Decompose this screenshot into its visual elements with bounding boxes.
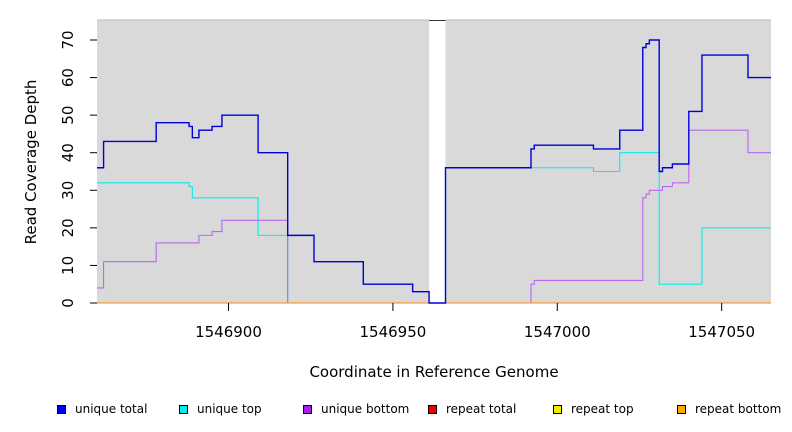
coverage-chart: 0 10 20 30 40 50 60 70 1546900 1546950 1547000 1547… xyxy=(22,19,771,381)
legend-item-repeat-total: repeat total xyxy=(428,400,516,418)
legend-swatch xyxy=(179,404,188,414)
y-tick-label: 60 xyxy=(59,68,77,87)
plot-panel-2 xyxy=(445,20,771,303)
x-tick-label: 1547000 xyxy=(524,323,591,341)
y-tick-label: 20 xyxy=(59,218,77,237)
legend-label: unique top xyxy=(197,402,262,416)
y-tick-label: 40 xyxy=(59,143,77,162)
legend-label: unique bottom xyxy=(321,402,410,416)
series-lines xyxy=(97,39,771,304)
plot-panel-1 xyxy=(97,20,430,303)
legend-swatch xyxy=(553,404,562,414)
legend-label: repeat bottom xyxy=(695,402,782,416)
legend-swatch xyxy=(303,404,312,414)
x-axis-title: Coordinate in Reference Genome xyxy=(309,363,558,381)
series-line-unique-total xyxy=(97,39,771,304)
y-axis-title: Read Coverage Depth xyxy=(22,80,40,245)
y-tick-label: 0 xyxy=(59,298,77,308)
x-tick-label: 1547050 xyxy=(688,323,755,341)
legend-label: repeat total xyxy=(446,402,517,416)
legend-item-unique-top: unique top xyxy=(179,400,262,418)
legend: unique total unique top unique bottom repea… xyxy=(0,400,792,418)
legend-swatch xyxy=(677,404,686,414)
plot-background xyxy=(97,19,771,303)
legend-item-unique-total: unique total xyxy=(57,400,147,418)
legend-label: unique total xyxy=(75,402,148,416)
legend-item-repeat-bottom: repeat bottom xyxy=(677,400,781,418)
legend-item-unique-bottom: unique bottom xyxy=(303,400,409,418)
series-line-unique-bottom xyxy=(97,129,771,304)
legend-swatch xyxy=(428,404,437,414)
y-tick-label: 30 xyxy=(59,181,77,200)
x-tick-label: 1546900 xyxy=(195,323,262,341)
axes: 0 10 20 30 40 50 60 70 1546900 1546950 1547000 1547… xyxy=(59,30,755,341)
legend-item-repeat-top: repeat top xyxy=(553,400,634,418)
legend-label: repeat top xyxy=(571,402,634,416)
legend-swatch xyxy=(57,404,66,414)
y-tick-label: 50 xyxy=(59,106,77,125)
y-tick-label: 10 xyxy=(59,256,77,275)
y-tick-label: 70 xyxy=(59,30,77,49)
x-tick-label: 1546950 xyxy=(359,323,426,341)
